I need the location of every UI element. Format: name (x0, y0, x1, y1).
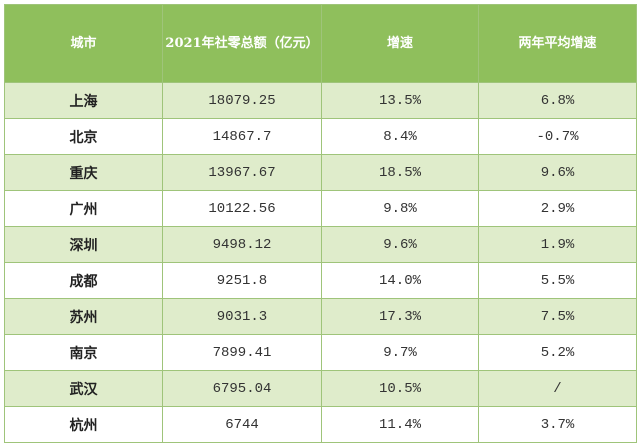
table-row: 成都 9251.8 14.0% 5.5% (4, 262, 637, 299)
city-cell: 成都 (4, 262, 163, 299)
table-body: 上海 18079.25 13.5% 6.8% 北京 14867.7 8.4% -0.7% 重庆 1… (4, 82, 637, 443)
city-cell: 杭州 (4, 406, 163, 443)
two-year-avg-cell: 5.2% (478, 334, 637, 371)
header-row: 城市 2021年社零总额（亿元） 增速 两年平均增速 (4, 4, 637, 83)
header-total-retail: 2021年社零总额（亿元） (162, 4, 322, 83)
total-retail-cell: 18079.25 (162, 82, 322, 119)
total-retail-cell: 9251.8 (162, 262, 322, 299)
table-row: 广州 10122.56 9.8% 2.9% (4, 190, 637, 227)
total-retail-cell: 9031.3 (162, 298, 322, 335)
retail-sales-table: 城市 2021年社零总额（亿元） 增速 两年平均增速 上海 18079.25 13.… (4, 4, 637, 443)
growth-cell: 9.8% (321, 190, 479, 227)
growth-cell: 8.4% (321, 118, 479, 155)
total-retail-cell: 14867.7 (162, 118, 322, 155)
city-cell: 武汉 (4, 370, 163, 407)
two-year-avg-cell: 1.9% (478, 226, 637, 263)
growth-cell: 18.5% (321, 154, 479, 191)
two-year-avg-cell: 2.9% (478, 190, 637, 227)
city-cell: 上海 (4, 82, 163, 119)
growth-cell: 9.7% (321, 334, 479, 371)
city-cell: 南京 (4, 334, 163, 371)
two-year-avg-cell: 7.5% (478, 298, 637, 335)
table-row: 武汉 6795.04 10.5% / (4, 370, 637, 407)
total-retail-cell: 9498.12 (162, 226, 322, 263)
total-retail-cell: 13967.67 (162, 154, 322, 191)
city-cell: 广州 (4, 190, 163, 227)
table-row: 南京 7899.41 9.7% 5.2% (4, 334, 637, 371)
table-header: 城市 2021年社零总额（亿元） 增速 两年平均增速 (4, 4, 637, 83)
table-row: 重庆 13967.67 18.5% 9.6% (4, 154, 637, 191)
total-retail-cell: 10122.56 (162, 190, 322, 227)
growth-cell: 11.4% (321, 406, 479, 443)
two-year-avg-cell: 9.6% (478, 154, 637, 191)
total-retail-cell: 6744 (162, 406, 322, 443)
two-year-avg-cell: / (478, 370, 637, 407)
table-row: 上海 18079.25 13.5% 6.8% (4, 82, 637, 119)
two-year-avg-cell: 6.8% (478, 82, 637, 119)
growth-cell: 17.3% (321, 298, 479, 335)
city-cell: 深圳 (4, 226, 163, 263)
header-city: 城市 (4, 4, 163, 83)
table-row: 北京 14867.7 8.4% -0.7% (4, 118, 637, 155)
header-growth: 增速 (321, 4, 479, 83)
growth-cell: 10.5% (321, 370, 479, 407)
total-retail-cell: 6795.04 (162, 370, 322, 407)
table-row: 深圳 9498.12 9.6% 1.9% (4, 226, 637, 263)
growth-cell: 9.6% (321, 226, 479, 263)
city-cell: 苏州 (4, 298, 163, 335)
two-year-avg-cell: 3.7% (478, 406, 637, 443)
header-two-year-avg-growth: 两年平均增速 (478, 4, 637, 83)
city-cell: 北京 (4, 118, 163, 155)
growth-cell: 14.0% (321, 262, 479, 299)
two-year-avg-cell: 5.5% (478, 262, 637, 299)
table-row: 杭州 6744 11.4% 3.7% (4, 406, 637, 443)
two-year-avg-cell: -0.7% (478, 118, 637, 155)
total-retail-cell: 7899.41 (162, 334, 322, 371)
table-row: 苏州 9031.3 17.3% 7.5% (4, 298, 637, 335)
city-cell: 重庆 (4, 154, 163, 191)
growth-cell: 13.5% (321, 82, 479, 119)
